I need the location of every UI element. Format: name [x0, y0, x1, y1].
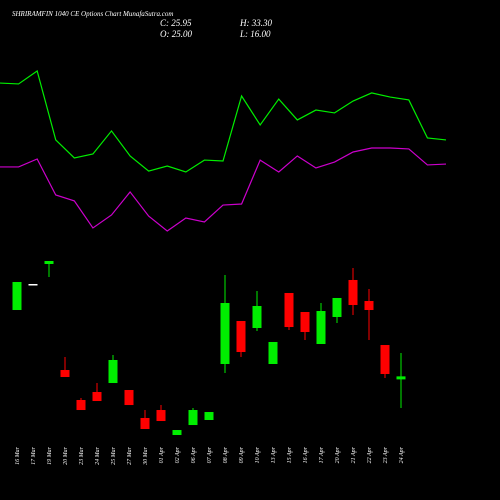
- x-tick-label: 17 Apr: [319, 446, 325, 463]
- high-label: H: 33.30: [239, 18, 272, 28]
- x-tick-label: 17 Mar: [31, 446, 37, 464]
- candle-body: [140, 417, 150, 429]
- x-tick-label: 24 Mar: [94, 446, 101, 464]
- x-tick-label: 08 Apr: [223, 446, 229, 463]
- candle-body: [348, 279, 358, 306]
- candle-body: [76, 399, 86, 411]
- x-tick-label: 30 Mar: [143, 446, 149, 465]
- chart-title: SHRIRAMFIN 1040 CE Options Chart MunafaS…: [12, 10, 173, 18]
- x-tick-label: 19 Mar: [47, 446, 53, 464]
- candle-body: [236, 321, 246, 353]
- x-tick-label: 23 Apr: [383, 446, 389, 463]
- candle-body: [380, 345, 390, 375]
- x-tick-label: 01 Apr: [159, 446, 165, 463]
- candle-body: [172, 430, 182, 436]
- candle-body: [300, 312, 310, 333]
- candle-body: [332, 297, 342, 318]
- candle-body: [364, 301, 374, 311]
- x-tick-label: 20 Apr: [335, 446, 341, 463]
- candle-body: [44, 261, 54, 264]
- candle-body: [188, 410, 198, 426]
- x-tick-label: 22 Apr: [367, 446, 373, 463]
- x-tick-label: 06 Apr: [191, 446, 197, 463]
- x-tick-label: 25 Mar: [111, 446, 117, 464]
- candle-body: [220, 303, 230, 364]
- x-tick-label: 10 Apr: [255, 446, 261, 463]
- x-tick-label: 24 Apr: [398, 446, 405, 463]
- low-label: L: 16.00: [239, 29, 271, 39]
- candle-body: [92, 392, 102, 402]
- indicator-line: [0, 69, 447, 173]
- x-tick-label: 16 Apr: [303, 446, 309, 463]
- open-label: O: 25.00: [160, 29, 192, 39]
- x-tick-label: 16 Mar: [15, 446, 21, 464]
- candle-body: [396, 376, 406, 380]
- x-tick-label: 27 Mar: [127, 446, 133, 464]
- candle-body: [204, 412, 214, 420]
- candle-body: [284, 292, 294, 328]
- x-tick-label: 02 Apr: [175, 446, 181, 463]
- x-tick-label: 07 Apr: [207, 446, 213, 463]
- candle-body: [316, 310, 326, 344]
- x-tick-label: 13 Apr: [271, 446, 277, 463]
- candle-body: [268, 341, 278, 364]
- x-tick-label: 23 Mar: [79, 446, 85, 464]
- x-tick-label: 09 Apr: [239, 446, 245, 463]
- x-tick-label: 21 Apr: [351, 446, 357, 463]
- x-tick-label: 15 Apr: [287, 446, 293, 463]
- candle-body: [156, 410, 166, 422]
- candle-body: [108, 359, 118, 384]
- candle-body: [124, 390, 134, 406]
- close-label: C: 25.95: [160, 18, 192, 28]
- candle-body: [252, 305, 262, 329]
- candle-body: [28, 283, 38, 286]
- candle-body: [12, 281, 22, 311]
- indicator-line: [0, 147, 447, 232]
- candle-body: [60, 370, 70, 378]
- x-tick-label: 20 Mar: [63, 446, 69, 464]
